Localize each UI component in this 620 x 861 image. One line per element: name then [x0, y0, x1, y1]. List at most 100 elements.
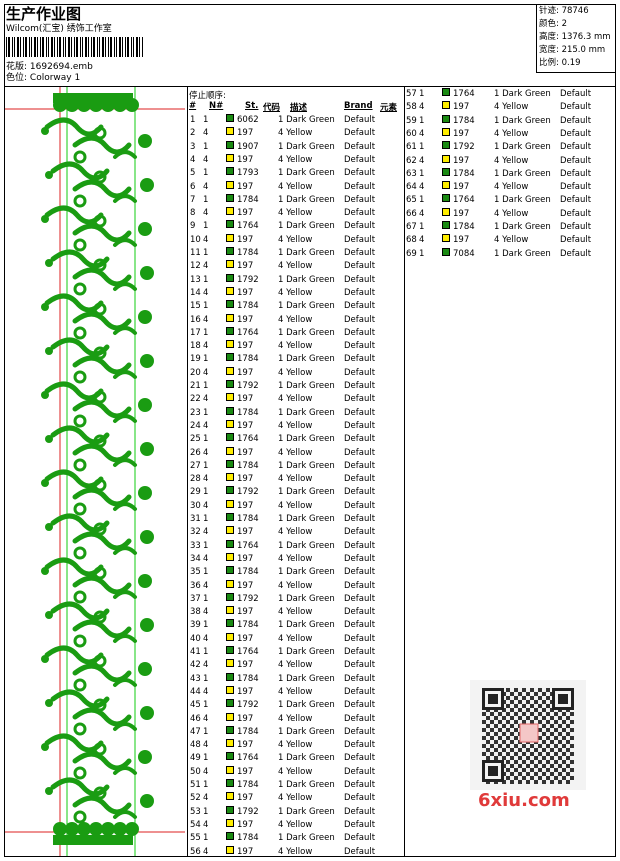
color-swatch — [226, 805, 234, 814]
color-swatch — [226, 513, 234, 521]
thread-code: 197 — [237, 633, 254, 644]
stop-number: 9 — [190, 221, 196, 232]
stop-number: 33 — [190, 540, 201, 551]
stop-number: 10 — [190, 234, 201, 245]
thread-brand: Default — [344, 527, 376, 538]
color-swatch — [442, 234, 450, 243]
thread-brand: Default — [344, 367, 376, 378]
thread-brand: Default — [344, 261, 376, 272]
color-swatch — [226, 659, 234, 668]
table-row: 31 1 1784 1 Dark Green Default — [189, 513, 399, 526]
thread-code: 197 — [237, 580, 254, 591]
stop-thread: 1 — [419, 89, 425, 99]
stop-thread: 4 — [419, 235, 425, 246]
stitches-label: 针迹: — [539, 6, 559, 16]
thread-brand: Default — [344, 633, 376, 644]
thread-brand: Default — [344, 514, 376, 524]
stop-number: 3 — [190, 141, 196, 152]
thread-brand: Default — [344, 620, 376, 631]
stop-number: 40 — [190, 633, 201, 644]
thread-description: 4 Yellow — [278, 740, 313, 751]
stop-thread: 1 — [203, 301, 209, 312]
color-swatch — [442, 167, 450, 176]
thread-brand: Default — [344, 115, 376, 125]
stop-number: 32 — [190, 527, 201, 538]
stop-number: 38 — [190, 607, 201, 618]
stop-number: 49 — [190, 753, 201, 764]
thread-brand: Default — [560, 195, 592, 206]
stop-thread: 1 — [203, 514, 209, 524]
table-row: 36 4 197 4 Yellow Default — [189, 579, 399, 593]
thread-code: 1792 — [237, 487, 259, 498]
color-swatch — [442, 247, 450, 256]
thread-code: 6062 — [237, 115, 259, 125]
stop-number: 17 — [190, 327, 201, 338]
stop-number: 63 — [406, 168, 417, 179]
color-swatch — [226, 313, 234, 322]
stop-number: 15 — [190, 301, 201, 312]
stop-thread: 1 — [203, 540, 209, 551]
thread-description: 4 Yellow — [278, 261, 313, 272]
thread-code: 1784 — [237, 194, 259, 205]
stop-number: 48 — [190, 740, 201, 751]
table-row: 54 4 197 4 Yellow Default — [189, 818, 399, 832]
color-swatch — [226, 712, 234, 721]
thread-description: 4 Yellow — [278, 128, 313, 139]
thread-brand: Default — [344, 274, 376, 285]
thread-brand: Default — [560, 89, 592, 99]
color-swatch — [226, 433, 234, 442]
height-value: 1376.3 mm — [561, 32, 611, 42]
thread-code: 1784 — [237, 407, 259, 418]
table-row: 15 1 1784 1 Dark Green Default — [189, 300, 399, 313]
thread-brand: Default — [560, 182, 592, 193]
thread-description: 1 Dark Green — [278, 168, 335, 179]
stop-thread: 1 — [203, 274, 209, 285]
stop-thread: 4 — [203, 819, 209, 830]
table-row: 61 1 1792 1 Dark Green Default — [405, 141, 615, 154]
thread-description: 4 Yellow — [278, 846, 313, 857]
color-swatch — [442, 207, 450, 216]
thread-code: 197 — [453, 208, 470, 219]
table-row: 26 4 197 4 Yellow Default — [189, 446, 399, 460]
width-value: 215.0 mm — [561, 45, 606, 55]
table-row: 9 1 1764 1 Dark Green Default — [189, 220, 399, 233]
thread-description: 4 Yellow — [278, 474, 313, 485]
stop-number: 19 — [190, 354, 201, 365]
stop-thread: 4 — [419, 128, 425, 139]
stop-thread: 1 — [203, 434, 209, 445]
table-row: 47 1 1784 1 Dark Green Default — [189, 725, 399, 739]
thread-brand: Default — [344, 141, 376, 152]
thread-code: 1784 — [237, 460, 259, 471]
thread-description: 1 Dark Green — [278, 647, 335, 657]
scale-label: 比例: — [539, 58, 559, 68]
thread-description: 4 Yellow — [278, 553, 313, 564]
thread-code: 197 — [237, 607, 254, 618]
thread-description: 4 Yellow — [494, 235, 529, 246]
stop-thread: 1 — [203, 673, 209, 684]
table-row: 40 4 197 4 Yellow Default — [189, 632, 399, 646]
thread-code: 1792 — [237, 274, 259, 285]
thread-code: 1784 — [237, 514, 259, 524]
thread-code: 1784 — [237, 673, 259, 684]
stop-thread: 4 — [203, 766, 209, 777]
thread-code: 1764 — [237, 221, 259, 232]
color-swatch — [226, 326, 234, 335]
thread-description: 4 Yellow — [278, 713, 313, 724]
stop-thread: 1 — [203, 141, 209, 152]
thread-description: 4 Yellow — [278, 527, 313, 538]
stop-thread: 4 — [203, 660, 209, 671]
stop-thread: 4 — [419, 208, 425, 219]
color-swatch — [226, 672, 234, 681]
thread-brand: Default — [344, 234, 376, 245]
stop-sequence-label: 停止顺序: — [189, 91, 226, 101]
table-row: 66 4 197 4 Yellow Default — [405, 207, 615, 221]
stop-number: 47 — [190, 726, 201, 737]
thread-code: 197 — [237, 447, 254, 458]
thread-code: 197 — [237, 314, 254, 325]
stop-number: 29 — [190, 487, 201, 498]
color-swatch — [226, 765, 234, 774]
thread-description: 4 Yellow — [494, 102, 529, 113]
stop-thread: 1 — [203, 700, 209, 711]
stop-number: 43 — [190, 673, 201, 684]
stop-thread: 1 — [419, 168, 425, 179]
